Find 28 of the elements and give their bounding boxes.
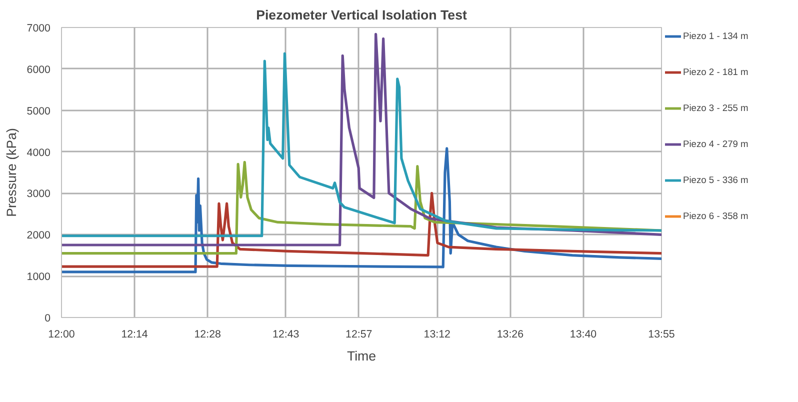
x-tick-label: 12:00 (48, 328, 75, 340)
legend-label: Piezo 6 - 358 m (683, 211, 748, 221)
x-tick-label: 13:55 (648, 328, 675, 340)
y-tick-label: 2000 (26, 230, 51, 242)
x-tick-label: 12:28 (194, 328, 221, 340)
y-tick-label: 6000 (26, 64, 51, 76)
y-tick-label: 5000 (26, 105, 51, 118)
legend-label: Piezo 4 - 279 m (683, 139, 748, 149)
y-tick-label: 3000 (26, 188, 51, 200)
legend-label: Piezo 1 - 134 m (683, 31, 748, 41)
y-axis-title: Pressure (kPa) (4, 128, 19, 217)
line-series (62, 192, 662, 268)
x-axis-title: Time (346, 348, 376, 364)
x-tick-label: 12:14 (121, 328, 148, 340)
x-tick-label: 12:43 (272, 328, 300, 340)
y-tick-label: 7000 (26, 22, 51, 34)
legend-label: Piezo 5 - 336 m (683, 175, 748, 185)
x-tick-label: 13:26 (496, 328, 524, 340)
legend-label: Piezo 2 - 181 m (683, 67, 748, 77)
y-tick-label: 0 (44, 312, 51, 324)
x-tick-label: 13:40 (570, 328, 597, 340)
y-tick-label: 1000 (26, 271, 51, 284)
y-tick-label: 4000 (26, 146, 51, 159)
line-series (62, 147, 662, 274)
chart-title: Piezometer Vertical Isolation Test (256, 8, 468, 22)
legend-label: Piezo 3 - 255 m (683, 103, 748, 113)
x-tick-label: 12:57 (346, 328, 372, 340)
x-tick-label: 13:12 (424, 328, 451, 340)
